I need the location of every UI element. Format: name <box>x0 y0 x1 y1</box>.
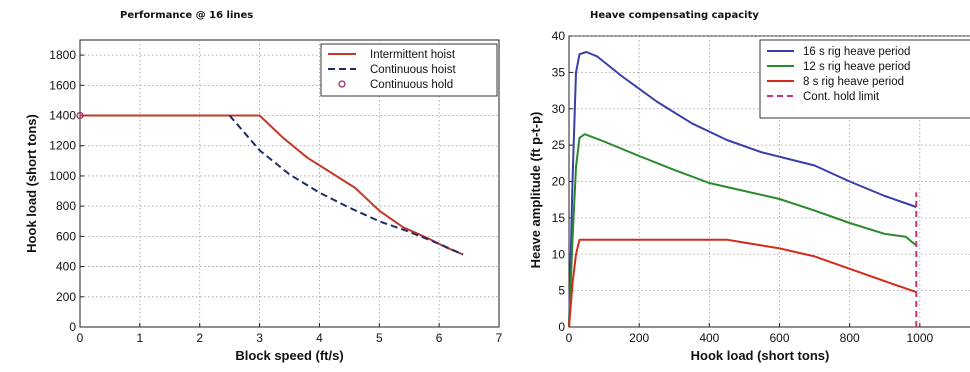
legend: 16 s rig heave period 12 s rig heave per… <box>759 39 970 119</box>
y-tick-label: 25 <box>552 138 566 152</box>
y-tick-label: 1000 <box>49 169 76 183</box>
legend-label-continuous-hoist: Continuous hoist <box>370 64 456 76</box>
y-axis-label: Hook load (short tons) <box>24 114 39 253</box>
y-tick-label: 30 <box>552 102 566 116</box>
x-axis-label: Hook load (short tons) <box>691 348 830 363</box>
x-tick-label: 1 <box>137 331 144 345</box>
x-tick-label: 2 <box>196 331 203 345</box>
y-tick-label: 40 <box>552 29 566 43</box>
y-axis-label: Heave amplitude (ft p-t-p) <box>528 112 543 269</box>
y-tick-label: 10 <box>552 247 566 261</box>
legend-label-hold-limit: Cont. hold limit <box>803 91 880 103</box>
legend: Intermittent hoist Continuous hoist Cont… <box>320 43 498 97</box>
x-axis-label: Block speed (ft/s) <box>235 348 343 363</box>
series-line-12-s-rig-heave-period <box>568 133 917 328</box>
x-tick-label: 0 <box>77 331 84 345</box>
legend-label-16s: 16 s rig heave period <box>803 46 910 58</box>
x-tick-label: 1000 <box>906 331 933 345</box>
y-tick-label: 400 <box>56 260 76 274</box>
x-tick-label: 600 <box>769 331 789 345</box>
y-tick-label: 1200 <box>49 139 76 153</box>
y-tick-label: 5 <box>558 284 565 298</box>
x-tick-label: 800 <box>840 331 860 345</box>
series-line-continuous-hoist <box>228 114 464 256</box>
y-tick-label: 1400 <box>49 109 76 123</box>
chart-performance: Performance @ 16 lines 0 1 2 3 4 5 6 7 0 200 400 6… <box>24 10 503 363</box>
legend-swatch-continuous-hold <box>338 80 346 88</box>
series-line-8-s-rig-heave-period <box>568 238 917 328</box>
y-tick-label: 0 <box>558 320 565 334</box>
x-tick-label: 0 <box>566 331 573 345</box>
legend-box <box>759 39 970 119</box>
x-tick-label: 3 <box>256 331 263 345</box>
x-tick-label: 4 <box>316 331 323 345</box>
legend-label-8s: 8 s rig heave period <box>803 76 904 88</box>
legend-label-12s: 12 s rig heave period <box>803 61 910 73</box>
chart-title: Heave compensating capacity <box>590 10 759 21</box>
x-tick-label: 6 <box>436 331 443 345</box>
y-tick-label: 200 <box>56 290 76 304</box>
y-tick-label: 20 <box>552 175 566 189</box>
y-tick-label: 600 <box>56 229 76 243</box>
series-line-16-s-rig-heave-period <box>568 51 917 328</box>
y-tick-label: 35 <box>552 65 566 79</box>
x-tick-label: 200 <box>629 331 649 345</box>
x-tick-label: 7 <box>496 331 503 345</box>
y-tick-label: 1800 <box>49 48 76 62</box>
y-axis-ticks: 0 200 400 600 800 1000 1200 1400 1600 1800 <box>49 48 84 334</box>
y-tick-label: 1600 <box>49 78 76 92</box>
y-tick-label: 15 <box>552 211 566 225</box>
series-group <box>76 111 464 256</box>
legend-box <box>320 43 498 97</box>
legend-label-continuous-hold: Continuous hold <box>370 79 453 91</box>
y-axis-ticks: 0 5 10 15 20 25 30 35 40 <box>552 29 573 334</box>
chart-heave-capacity: Heave compensating capacity 0 200 400 600 80… <box>528 10 970 363</box>
point-continuous-hold <box>76 111 84 120</box>
legend-label-intermittent-hoist: Intermittent hoist <box>370 49 456 61</box>
x-tick-label: 5 <box>376 331 383 345</box>
x-axis-ticks: 0 1 2 3 4 5 6 7 <box>77 323 503 345</box>
chart-title: Performance @ 16 lines <box>120 10 253 21</box>
y-tick-label: 0 <box>69 320 76 334</box>
series-group <box>568 51 918 328</box>
x-tick-label: 400 <box>699 331 719 345</box>
y-tick-label: 800 <box>56 199 76 213</box>
